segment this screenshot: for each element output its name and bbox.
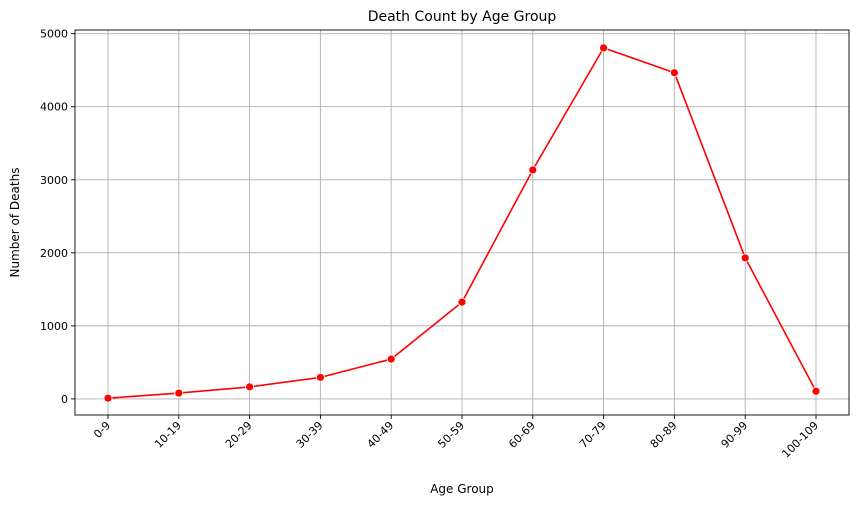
x-tick-label: 90-99	[719, 419, 751, 451]
data-point	[528, 165, 538, 175]
data-point	[599, 43, 608, 53]
x-tick-label: 70-79	[577, 419, 609, 451]
x-axis-ticks: 0-9 10-19 20-29 30-39 40-49 50-59 60-69 70-79 80…	[91, 415, 821, 461]
x-tick-label: 40-49	[365, 419, 397, 451]
x-tick-label: 100-109	[779, 419, 821, 461]
data-point	[457, 297, 467, 307]
data-point	[740, 253, 750, 263]
x-tick-label: 0-9	[91, 419, 113, 441]
y-tick-label: 0	[61, 393, 68, 406]
y-tick-label: 1000	[40, 320, 68, 333]
y-tick-label: 3000	[40, 174, 68, 187]
y-axis-label: Number of Deaths	[8, 168, 22, 278]
x-tick-label: 80-89	[648, 419, 680, 451]
data-point	[174, 388, 184, 398]
data-point	[670, 68, 679, 78]
data-point	[103, 393, 113, 403]
y-axis-ticks: 0 1000 2000 3000 4000 5000	[40, 28, 75, 406]
x-tick-label: 10-19	[152, 419, 184, 451]
x-axis-label: Age Group	[430, 482, 494, 496]
x-tick-label: 50-59	[435, 419, 467, 451]
grid	[75, 30, 849, 415]
y-tick-label: 5000	[40, 28, 68, 41]
x-tick-label: 60-69	[506, 419, 538, 451]
data-point	[386, 354, 396, 364]
chart-title: Death Count by Age Group	[368, 9, 557, 25]
x-tick-label: 30-39	[294, 419, 326, 451]
y-tick-label: 4000	[40, 101, 68, 114]
x-tick-label: 20-29	[223, 419, 255, 451]
data-point	[245, 382, 255, 392]
data-point	[315, 372, 325, 382]
data-points	[103, 43, 821, 403]
y-tick-label: 2000	[40, 247, 68, 260]
data-point	[811, 386, 821, 396]
